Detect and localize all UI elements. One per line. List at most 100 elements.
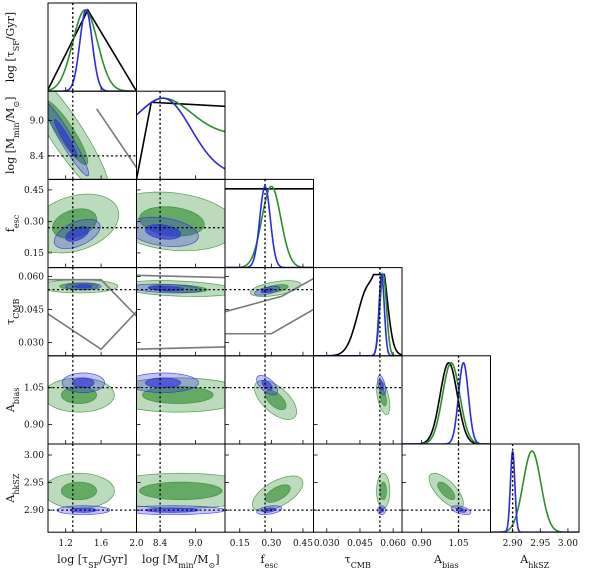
x-tick-label-Abias: 1.05 bbox=[449, 539, 469, 549]
panel-3-0: 0.030 0.045 0.060 bbox=[18, 267, 137, 357]
contour-fesc-AhkSZ-blue-1sigma bbox=[262, 507, 276, 513]
bound-fesc-tauCMB-0 bbox=[225, 277, 314, 313]
panel-2-2 bbox=[224, 178, 314, 269]
contour-logtau-logMmin-green-2sigma bbox=[48, 91, 109, 180]
panel-5-1: 8.4 9.0 bbox=[136, 443, 226, 549]
marginal-logMmin-blue-curve bbox=[136, 97, 225, 170]
bound-logMmin-tauCMB-0 bbox=[136, 274, 225, 279]
y-tick-label-Abias: 1.05 bbox=[24, 384, 44, 394]
y-axis-label-tauCMB: τCMB bbox=[4, 298, 21, 324]
panel-1-0: 8.4 9.0 bbox=[30, 90, 137, 180]
marginal-logtau-black-curve bbox=[48, 8, 137, 92]
x-tick-label-tauCMB: 0.030 bbox=[314, 539, 340, 549]
x-tick-label-AhkSZ: 2.95 bbox=[530, 539, 550, 549]
x-axis-label-logtau: log [τSF/Gyr] bbox=[57, 553, 127, 570]
bound-logMmin-tauCMB-1 bbox=[136, 346, 225, 350]
y-tick-label-fesc: 0.15 bbox=[24, 249, 44, 259]
y-tick-label-AhkSZ: 2.95 bbox=[24, 479, 44, 489]
marginal-fesc-blue-curve bbox=[225, 185, 314, 268]
panel-4-4 bbox=[401, 355, 491, 445]
bound-logtau-tauCMB-1 bbox=[48, 311, 137, 351]
marginal-tauCMB-black-curve bbox=[313, 273, 402, 356]
y-axis-label-AhkSZ: AhkSZ bbox=[4, 473, 21, 503]
marginal-fesc-green-curve bbox=[225, 185, 314, 268]
panel-2-0: 0.15 0.30 0.45 bbox=[24, 178, 137, 269]
marginal-Abias-green-curve bbox=[402, 361, 491, 444]
y-tick-label-AhkSZ: 3.00 bbox=[24, 451, 44, 461]
contour-tauCMB-AhkSZ-green-1sigma bbox=[379, 481, 387, 501]
contour-logtau-tauCMB-blue-1sigma bbox=[74, 284, 93, 289]
panel-2-1 bbox=[136, 178, 226, 269]
contour-fesc-Abias-blue-1sigma bbox=[261, 379, 273, 391]
contour-Abias-AhkSZ-green-1sigma bbox=[437, 481, 456, 501]
y-tick-label-fesc: 0.30 bbox=[24, 217, 44, 227]
panel-3-1 bbox=[136, 267, 226, 357]
x-tick-label-fesc: 0.45 bbox=[293, 539, 313, 549]
x-axis-label-AhkSZ: AhkSZ bbox=[519, 553, 549, 570]
panel-frame bbox=[224, 178, 314, 269]
panel-1-1 bbox=[136, 90, 226, 180]
x-axis-label-fesc: fesc bbox=[261, 553, 279, 570]
contour-logtau-logMmin-blue-1sigma bbox=[53, 119, 78, 158]
bound-fesc-tauCMB-1 bbox=[225, 308, 314, 335]
x-tick-label-logtau: 1.6 bbox=[94, 539, 109, 549]
panel-4-1 bbox=[136, 355, 226, 445]
y-axis-label-Abias: Abias bbox=[4, 388, 21, 414]
y-axis-label-logMmin: log [Mmin/M⊙] bbox=[4, 97, 21, 175]
panel-4-2 bbox=[224, 355, 314, 445]
y-tick-label-tauCMB: 0.060 bbox=[18, 272, 44, 282]
x-axis-label-Abias: Abias bbox=[433, 553, 459, 570]
contour-logMmin-fesc-blue-1sigma bbox=[144, 224, 182, 240]
x-tick-label-fesc: 0.30 bbox=[261, 539, 281, 549]
y-tick-label-logMmin: 9.0 bbox=[30, 117, 45, 127]
panel-3-3 bbox=[313, 267, 403, 357]
marginal-logMmin-black-curve bbox=[136, 101, 225, 180]
contour-logtau-AhkSZ-green-1sigma bbox=[60, 481, 98, 501]
x-tick-label-fesc: 0.15 bbox=[230, 539, 250, 549]
marginal-AhkSZ-green-curve bbox=[490, 450, 579, 533]
panel-4-0: 0.90 1.05 bbox=[24, 355, 137, 445]
y-axis-label-fesc: fesc bbox=[4, 214, 21, 232]
y-tick-label-AhkSZ: 2.90 bbox=[24, 506, 44, 516]
contour-logtau-fesc-blue-1sigma bbox=[65, 226, 90, 242]
bound-logtau-logMmin-0 bbox=[96, 108, 137, 169]
panel-5-4: 0.90 1.05 bbox=[401, 443, 491, 549]
panel-5-5: 2.90 2.95 3.00 bbox=[490, 443, 580, 549]
panel-frame bbox=[224, 267, 314, 357]
marginal-logtau-green-curve bbox=[48, 9, 137, 92]
contour-logtau-AhkSZ-blue-1sigma bbox=[69, 507, 98, 513]
panel-frame bbox=[401, 355, 491, 445]
x-tick-label-logtau: 1.2 bbox=[59, 539, 73, 549]
x-tick-label-AhkSZ: 3.00 bbox=[558, 539, 578, 549]
panel-0-0 bbox=[47, 2, 137, 92]
x-axis-label-tauCMB: τCMB bbox=[345, 553, 371, 570]
x-tick-label-logMmin: 9.0 bbox=[188, 539, 203, 549]
y-tick-label-Abias: 0.90 bbox=[24, 420, 44, 430]
contour-logMmin-Abias-blue-1sigma bbox=[144, 377, 182, 389]
y-tick-label-fesc: 0.45 bbox=[24, 186, 44, 196]
contour-logMmin-AhkSZ-green-1sigma bbox=[139, 481, 223, 501]
contour-fesc-Abias-green-1sigma bbox=[264, 389, 287, 411]
contour-logtau-Abias-blue-1sigma bbox=[72, 377, 95, 389]
bound-logtau-tauCMB-0 bbox=[48, 278, 137, 317]
panel-5-2: 0.15 0.30 0.45 bbox=[224, 443, 314, 549]
panel-5-3: 0.030 0.045 0.060 bbox=[313, 443, 406, 549]
x-tick-label-AhkSZ: 2.90 bbox=[503, 539, 523, 549]
contour-logtau-logMmin-green-1sigma bbox=[48, 100, 89, 166]
y-axis-label-logtau-top: log [τSF/Gyr] bbox=[4, 12, 21, 82]
marginal-AhkSZ-blue-curve bbox=[490, 450, 579, 533]
contour-logMmin-tauCMB-blue-1sigma bbox=[147, 285, 185, 292]
y-tick-label-logMmin: 8.4 bbox=[30, 152, 45, 162]
panel-frame bbox=[490, 443, 580, 533]
contour-logMmin-AhkSZ-blue-1sigma bbox=[144, 507, 199, 513]
x-tick-label-logMmin: 8.4 bbox=[153, 539, 168, 549]
x-tick-label-logtau: 2.0 bbox=[129, 539, 144, 549]
x-axis-label-logMmin: log [Mmin/M⊙] bbox=[142, 553, 220, 570]
x-tick-label-tauCMB: 0.045 bbox=[347, 539, 373, 549]
y-tick-label-tauCMB: 0.045 bbox=[18, 305, 44, 315]
panel-3-2 bbox=[224, 267, 314, 357]
panel-4-3 bbox=[313, 355, 403, 445]
panel-5-0: 1.2 1.6 2.0 2.90 2.95 3.00 bbox=[24, 443, 144, 549]
